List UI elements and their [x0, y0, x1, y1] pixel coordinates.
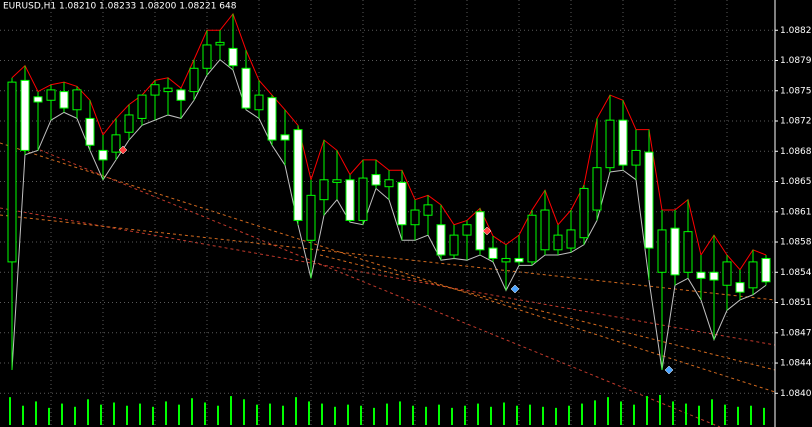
candle-body [319, 179, 329, 201]
candle-body [33, 96, 43, 103]
signal-marker [482, 226, 492, 236]
candle-body [124, 114, 134, 133]
candle-body [98, 149, 108, 161]
candle-body [540, 209, 550, 251]
y-tick-label: 1.08685 [780, 147, 812, 157]
candle-body [618, 119, 628, 166]
y-tick-label: 1.08650 [780, 177, 812, 187]
candle-body [215, 41, 225, 46]
candle-body [176, 89, 186, 101]
candle-body [631, 149, 641, 166]
candle-body [527, 214, 537, 263]
candle-body [683, 231, 693, 273]
candle-body [462, 224, 472, 236]
candle-body [488, 247, 498, 259]
signal-marker [118, 145, 128, 155]
candle-body [644, 151, 654, 249]
y-tick-label: 1.08755 [780, 86, 812, 96]
candle-body [410, 209, 420, 226]
candle-body [423, 204, 433, 216]
trend-line [319, 254, 776, 371]
candle-body [397, 181, 407, 226]
candle-body [670, 227, 680, 276]
y-tick-label: 1.08405 [780, 389, 812, 399]
y-tick-label: 1.08580 [780, 238, 812, 248]
candle-body [722, 261, 732, 286]
y-tick-label: 1.08615 [780, 207, 812, 217]
candle-body [59, 91, 69, 109]
y-tick-label: 1.08825 [780, 26, 812, 36]
candle-body [605, 119, 615, 169]
candle-body [280, 134, 290, 141]
candle-body [150, 84, 160, 96]
candle-body [384, 179, 394, 188]
candle-body [371, 174, 381, 186]
trend-line [0, 214, 776, 301]
trend-line [0, 142, 776, 393]
candle-body [20, 79, 30, 151]
signal-marker [510, 284, 520, 294]
candle-body [436, 224, 446, 256]
candle-body [241, 67, 251, 109]
candle-body [592, 167, 602, 211]
y-tick-label: 1.08790 [780, 56, 812, 66]
candle-body [163, 87, 173, 93]
candle-body [267, 97, 277, 141]
candle-body [345, 179, 355, 221]
candle-body [657, 229, 667, 273]
y-tick-label: 1.08545 [780, 268, 812, 278]
y-tick-label: 1.08475 [780, 328, 812, 338]
candle-body [696, 271, 706, 279]
candle-body [137, 94, 147, 119]
candle-body [748, 261, 758, 289]
y-tick-label: 1.08510 [780, 298, 812, 308]
candle-body [514, 257, 524, 263]
candle-body [189, 67, 199, 93]
candle-body [709, 271, 719, 281]
candle-body [306, 194, 316, 241]
signal-marker [664, 365, 674, 375]
candle-body [332, 179, 342, 183]
candle-body [7, 81, 17, 263]
candle-body [85, 117, 95, 146]
candle-body [449, 234, 459, 256]
candle-body [202, 44, 212, 69]
chart-title: EURUSD,H1 1.08210 1.08233 1.08200 1.0822… [3, 2, 237, 12]
candle-body [566, 229, 576, 249]
markers [118, 145, 674, 375]
candle-body [293, 129, 303, 221]
candle-body [501, 257, 511, 263]
candle-body [228, 47, 238, 67]
candle-body [735, 282, 745, 293]
candle-body [72, 89, 82, 111]
candle-body [579, 187, 589, 239]
candle-body [358, 177, 368, 221]
candle-body [475, 211, 485, 251]
candle-body [111, 134, 121, 153]
candle-body [761, 257, 771, 283]
trend-line [39, 149, 721, 427]
y-tick-label: 1.0872 [780, 117, 812, 127]
candle-body [553, 234, 563, 251]
y-tick-label: 1.08440 [780, 359, 812, 369]
candle-body [46, 89, 56, 101]
candle-body [254, 94, 264, 111]
trend-lines [0, 142, 776, 427]
trend-line [0, 207, 776, 346]
